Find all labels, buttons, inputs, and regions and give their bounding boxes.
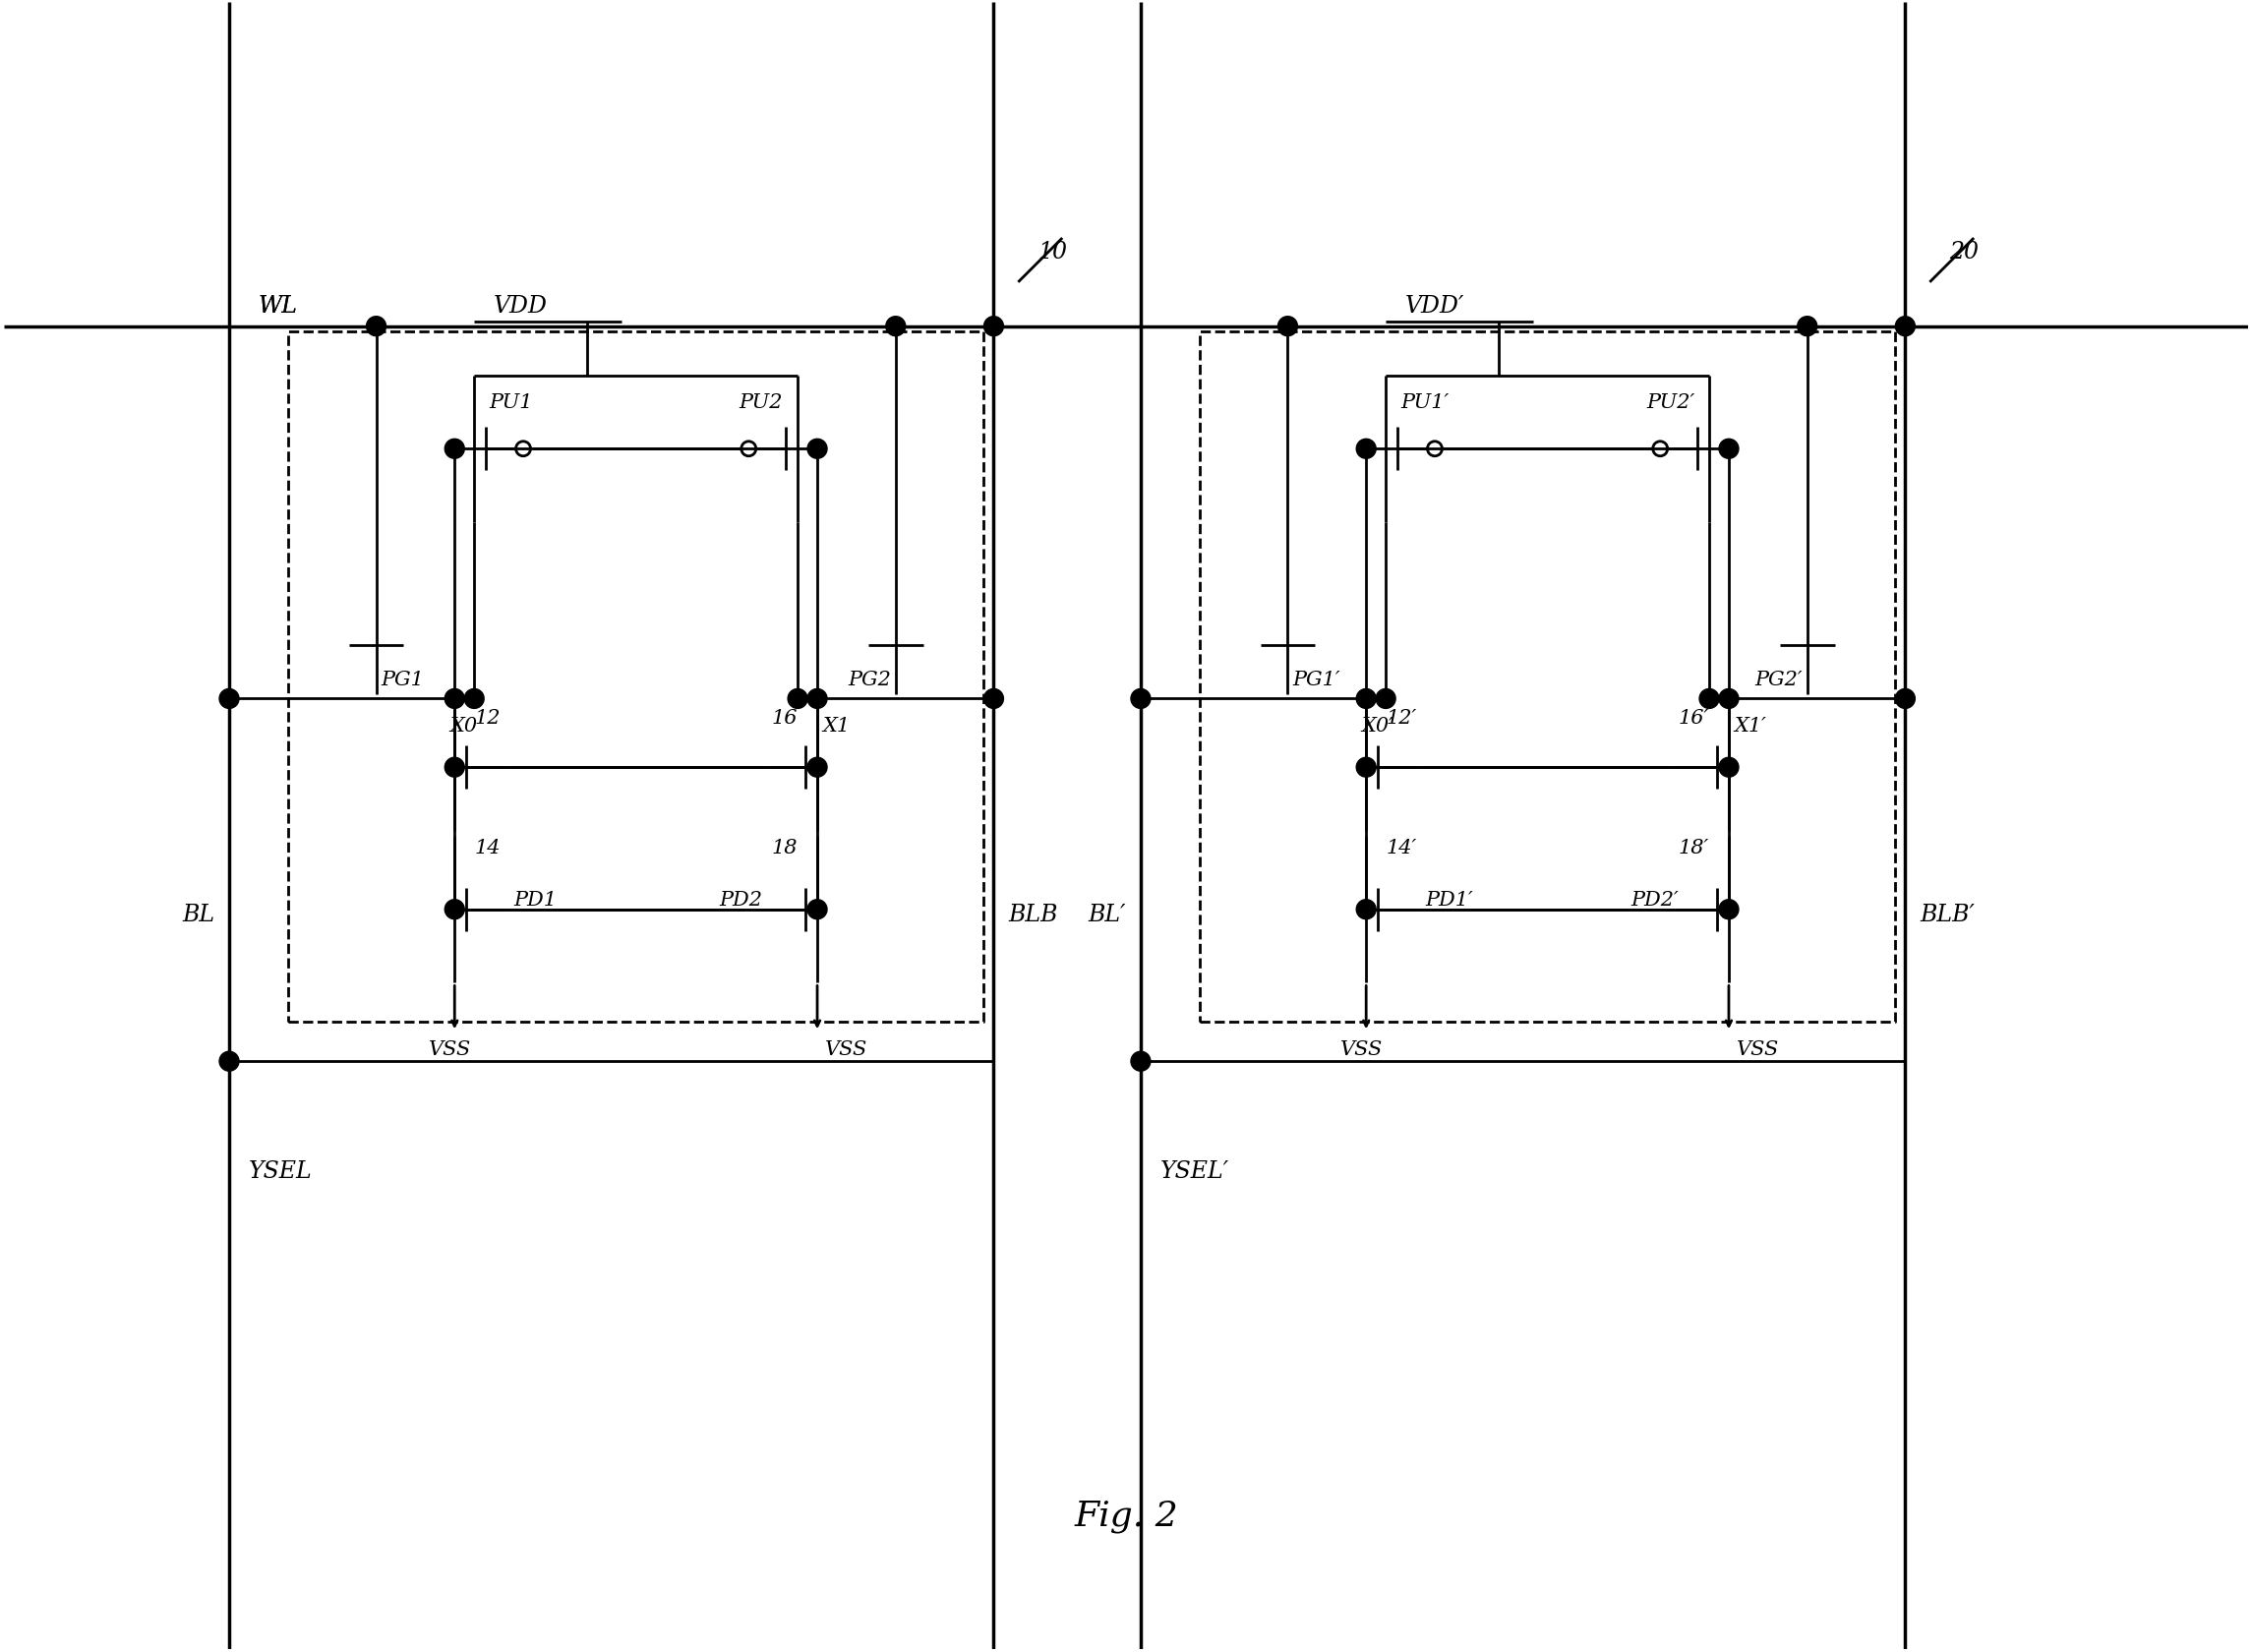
Circle shape [367,317,385,337]
Circle shape [788,689,808,709]
Text: X1′: X1′ [1734,717,1766,735]
Circle shape [1356,758,1376,778]
Text: 20: 20 [1950,241,1980,263]
Text: VSS: VSS [1340,1041,1383,1059]
Text: 18: 18 [772,838,797,857]
Text: BL: BL [182,904,214,927]
Circle shape [1718,900,1739,920]
Text: 12: 12 [475,709,500,727]
Circle shape [1718,439,1739,459]
Text: X1: X1 [822,717,849,735]
Text: X0: X0 [450,717,477,735]
Text: PU1′: PU1′ [1401,393,1448,411]
Circle shape [1356,689,1376,709]
Text: PU1: PU1 [489,393,534,411]
Circle shape [1718,689,1739,709]
Circle shape [1356,900,1376,920]
Circle shape [1896,317,1914,337]
Text: PD1: PD1 [513,890,556,909]
Text: PG1: PG1 [381,671,423,689]
Circle shape [446,758,464,778]
Text: Fig. 2: Fig. 2 [1074,1498,1178,1531]
Text: PG1′: PG1′ [1293,671,1340,689]
Text: VSS: VSS [1736,1041,1779,1059]
Text: VDD: VDD [493,294,547,317]
Circle shape [1896,689,1914,709]
Circle shape [984,689,1004,709]
Text: PU2: PU2 [739,393,784,411]
Text: PG2′: PG2′ [1754,671,1802,689]
Circle shape [984,317,1004,337]
Circle shape [1797,317,1817,337]
Text: YSEL′: YSEL′ [1160,1160,1230,1183]
Text: 10: 10 [1038,241,1067,263]
Circle shape [885,317,905,337]
Circle shape [1376,689,1396,709]
Text: 16: 16 [772,709,797,727]
Circle shape [1700,689,1718,709]
Text: 14′: 14′ [1385,838,1417,857]
Circle shape [1131,689,1151,709]
Circle shape [1356,439,1376,459]
Circle shape [446,689,464,709]
Circle shape [808,439,826,459]
Text: VSS: VSS [826,1041,867,1059]
Text: 18′: 18′ [1678,838,1709,857]
Text: WL: WL [259,294,297,317]
Text: 12′: 12′ [1385,709,1417,727]
Circle shape [218,689,239,709]
Text: BLB′: BLB′ [1921,904,1975,927]
Circle shape [1131,1052,1151,1072]
Circle shape [218,1052,239,1072]
Circle shape [464,689,484,709]
Circle shape [1277,317,1297,337]
Text: PD1′: PD1′ [1426,890,1473,909]
Text: BL′: BL′ [1088,904,1126,927]
Text: PD2: PD2 [718,890,763,909]
Text: VSS: VSS [428,1041,471,1059]
Circle shape [808,758,826,778]
Text: 16′: 16′ [1678,709,1709,727]
Text: 14: 14 [475,838,500,857]
Text: BLB: BLB [1009,904,1058,927]
Circle shape [446,900,464,920]
Text: PD2′: PD2′ [1630,890,1678,909]
Text: YSEL: YSEL [248,1160,313,1183]
Text: VDD′: VDD′ [1405,294,1464,317]
Circle shape [808,900,826,920]
Circle shape [446,439,464,459]
Text: PU2′: PU2′ [1646,393,1694,411]
Circle shape [808,689,826,709]
Circle shape [1718,758,1739,778]
Text: WL: WL [259,294,297,317]
Text: X0′: X0′ [1360,717,1394,735]
Text: PG2: PG2 [847,671,892,689]
